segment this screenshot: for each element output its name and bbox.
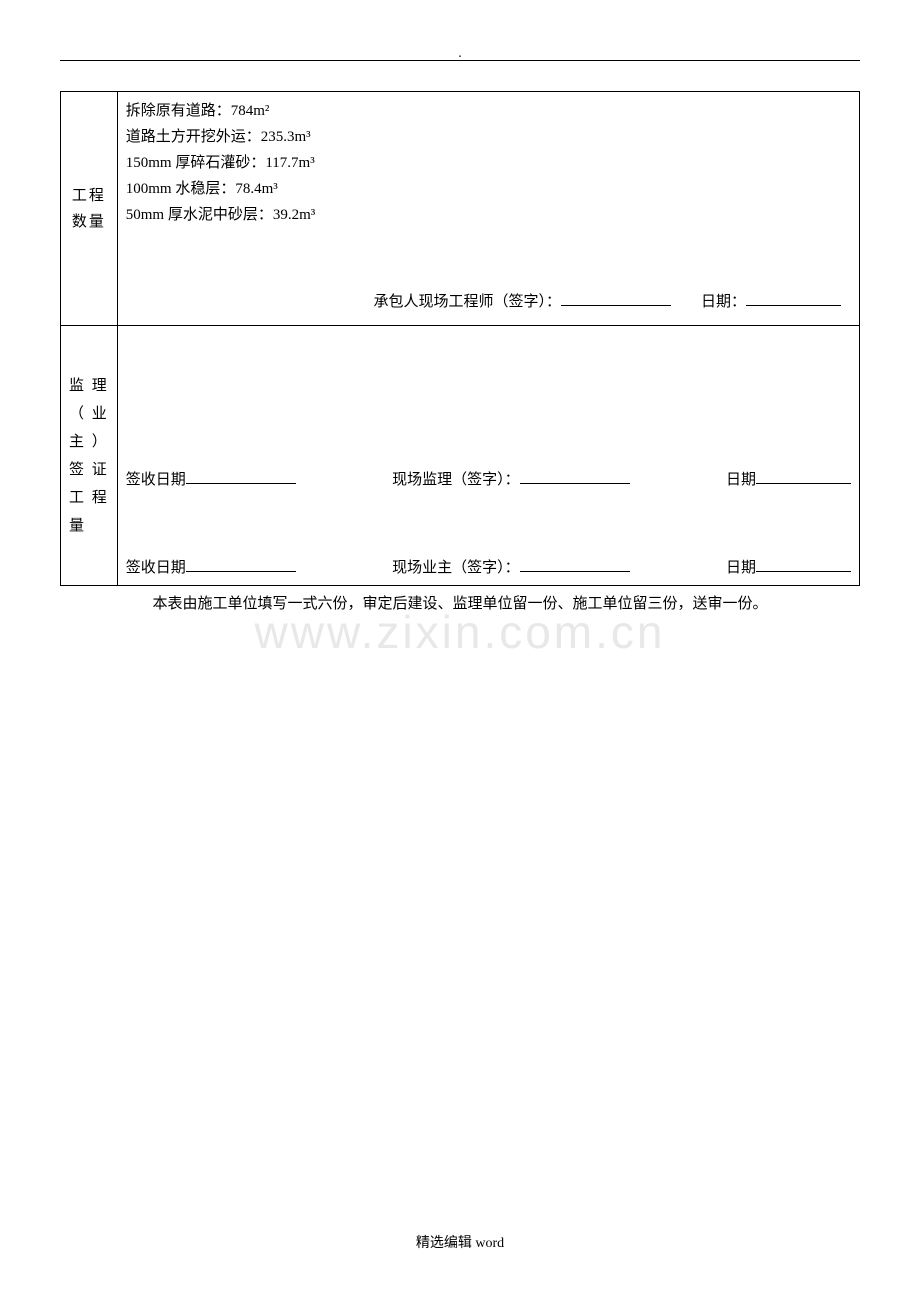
receive-date-field-2[interactable]	[186, 554, 296, 572]
owner-date-field[interactable]	[756, 554, 851, 572]
note-text: 本表由施工单位填写一式六份，审定后建设、监理单位留一份、施工单位留三份，送审一份…	[60, 592, 860, 613]
contractor-sig-field[interactable]	[561, 288, 671, 306]
quantity-item: 150mm 厚碎石灌砂：117.7m³	[126, 150, 851, 176]
receive-date-field-1[interactable]	[186, 466, 296, 484]
supervisor-date-field[interactable]	[756, 466, 851, 484]
table-row: 工程数量 拆除原有道路：784m² 道路土方开挖外运：235.3m³ 150mm…	[61, 92, 860, 326]
date-label: 日期	[726, 467, 756, 493]
owner-sig-field[interactable]	[520, 554, 630, 572]
supervision-content-cell: 签收日期 现场监理（签字）： 日期 签	[117, 326, 859, 586]
quantity-content-cell: 拆除原有道路：784m² 道路土方开挖外运：235.3m³ 150mm 厚碎石灌…	[117, 92, 859, 326]
supervision-label: 监 理（ 业主 ）签 证工 程量	[69, 372, 109, 540]
owner-sig-label: 现场业主（签字）：	[392, 555, 520, 581]
quantity-item: 50mm 厚水泥中砂层：39.2m³	[126, 202, 851, 228]
quantity-label-cell: 工程数量	[61, 92, 118, 326]
header-dot: .	[458, 46, 462, 62]
date-field[interactable]	[746, 288, 841, 306]
date-label: 日期：	[701, 289, 746, 315]
footer-text: 精选编辑 word	[0, 1232, 920, 1252]
receive-date-label: 签收日期	[126, 467, 186, 493]
supervisor-signature-row: 签收日期 现场监理（签字）： 日期	[126, 466, 851, 493]
date-label-2: 日期	[726, 555, 756, 581]
table-row: 监 理（ 业主 ）签 证工 程量 签收日期 现场监理（签字）： 日期	[61, 326, 860, 586]
receive-date-label-2: 签收日期	[126, 555, 186, 581]
quantity-item: 100mm 水稳层：78.4m³	[126, 176, 851, 202]
supervision-label-cell: 监 理（ 业主 ）签 证工 程量	[61, 326, 118, 586]
watermark: www.zixin.com.cn	[255, 605, 666, 659]
owner-signature-row: 签收日期 现场业主（签字）： 日期	[126, 554, 851, 581]
supervisor-sig-label: 现场监理（签字）：	[392, 467, 520, 493]
contractor-signature-row: 承包人现场工程师（签字）： 日期：	[126, 288, 851, 315]
quantity-list: 拆除原有道路：784m² 道路土方开挖外运：235.3m³ 150mm 厚碎石灌…	[126, 98, 851, 228]
quantity-item: 拆除原有道路：784m²	[126, 98, 851, 124]
supervisor-sig-field[interactable]	[520, 466, 630, 484]
main-table: 工程数量 拆除原有道路：784m² 道路土方开挖外运：235.3m³ 150mm…	[60, 91, 860, 586]
quantity-label: 工程数量	[67, 183, 111, 235]
contractor-sig-label: 承包人现场工程师（签字）：	[373, 289, 561, 315]
quantity-item: 道路土方开挖外运：235.3m³	[126, 124, 851, 150]
top-divider: .	[60, 60, 860, 61]
